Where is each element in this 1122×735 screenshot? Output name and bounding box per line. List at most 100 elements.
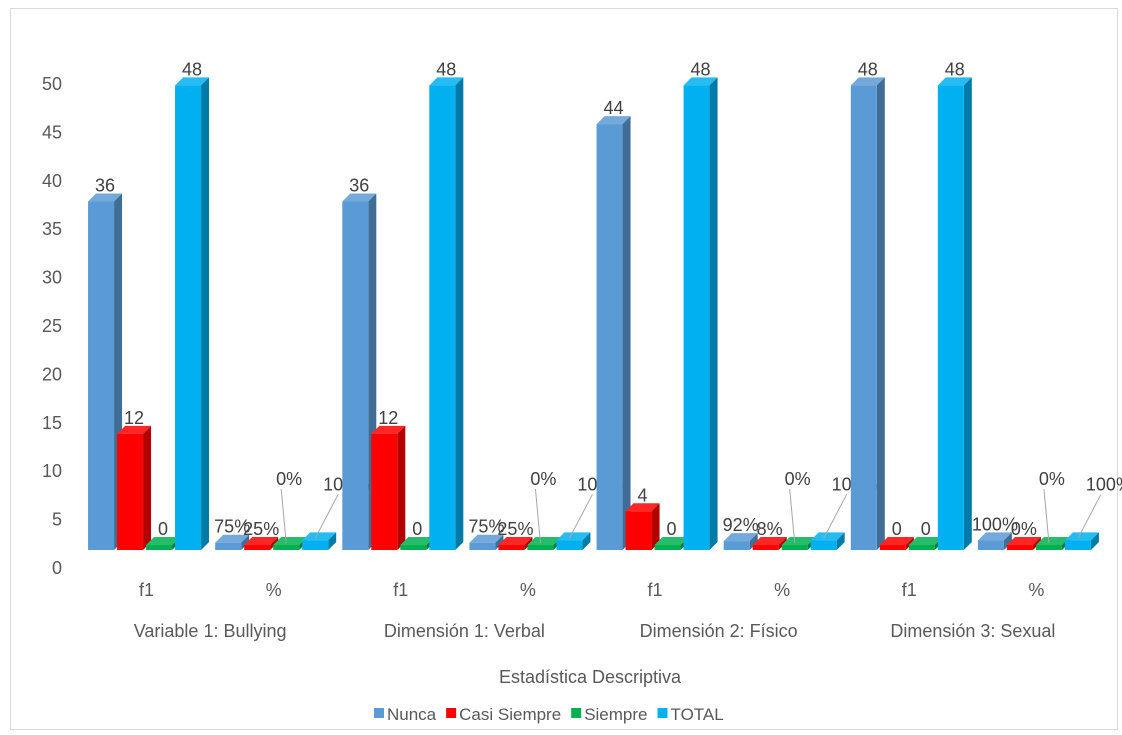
bar-top-face bbox=[908, 537, 943, 545]
data-label: 44 bbox=[604, 98, 624, 118]
y-tick-label: 40 bbox=[42, 171, 62, 191]
bar-top-face bbox=[1006, 537, 1041, 545]
x-axis-title: Estadística Descriptiva bbox=[499, 667, 682, 687]
data-label: 0% bbox=[1011, 519, 1037, 539]
bar-side-face bbox=[328, 532, 337, 550]
bar-top-face bbox=[1064, 532, 1099, 541]
bar bbox=[723, 541, 750, 550]
data-label: 36 bbox=[349, 176, 369, 196]
bar-side-face bbox=[1090, 532, 1099, 550]
legend-item-label: Siempre bbox=[584, 705, 647, 724]
data-label: 100% bbox=[1086, 474, 1122, 494]
bar-top-face bbox=[810, 532, 845, 541]
bar bbox=[937, 85, 964, 551]
bar-top-face bbox=[556, 532, 591, 541]
bar bbox=[498, 545, 525, 550]
bar-top-face bbox=[146, 537, 181, 545]
bar bbox=[371, 433, 398, 550]
data-label: 0 bbox=[667, 519, 677, 539]
bar-top-face bbox=[469, 534, 504, 543]
data-label: 0 bbox=[921, 519, 931, 539]
data-label: 0% bbox=[530, 469, 556, 489]
data-label: 8% bbox=[757, 519, 783, 539]
bar bbox=[908, 545, 935, 550]
legend-swatch bbox=[571, 708, 582, 718]
bar bbox=[683, 85, 710, 551]
bar-top-face bbox=[879, 537, 914, 545]
bar-top-face bbox=[977, 532, 1012, 541]
group-label: Dimensión 3: Sexual bbox=[890, 621, 1055, 641]
bar-top-face bbox=[781, 537, 816, 545]
data-label: 48 bbox=[945, 59, 965, 79]
y-tick-label: 10 bbox=[42, 461, 62, 481]
bar-side-face bbox=[270, 537, 279, 550]
data-label: 75% bbox=[468, 517, 504, 537]
category-label: % bbox=[266, 580, 282, 600]
bar-side-face bbox=[1032, 537, 1041, 550]
leader-line bbox=[789, 488, 796, 544]
bar-top-face bbox=[302, 532, 337, 541]
data-label: 0 bbox=[412, 519, 422, 539]
legend-item-label: Nunca bbox=[387, 705, 437, 724]
data-label: 0% bbox=[1039, 469, 1065, 489]
bar bbox=[1006, 545, 1033, 550]
y-tick-label: 20 bbox=[42, 364, 62, 384]
bar-top-face bbox=[527, 537, 562, 545]
category-label: f1 bbox=[139, 580, 154, 600]
leader-line bbox=[1043, 488, 1050, 544]
bar-top-face bbox=[625, 503, 660, 512]
bar bbox=[810, 540, 837, 550]
group-label: Dimensión 2: Físico bbox=[640, 621, 798, 641]
legend-item-label: Casi Siempre bbox=[459, 705, 561, 724]
bar-top-face bbox=[498, 537, 533, 545]
bar bbox=[556, 540, 583, 550]
bar-side-face bbox=[1003, 532, 1012, 550]
data-label: 48 bbox=[436, 59, 456, 79]
bar-top-face bbox=[723, 533, 758, 542]
data-label: 12 bbox=[124, 408, 144, 428]
bar-side-face bbox=[495, 534, 504, 550]
y-tick-label: 45 bbox=[42, 122, 62, 142]
group-label: Dimensión 1: Verbal bbox=[384, 621, 545, 641]
category-label: f1 bbox=[902, 580, 917, 600]
bar bbox=[596, 124, 623, 550]
bar bbox=[400, 545, 427, 550]
bar bbox=[429, 85, 456, 551]
bar bbox=[625, 511, 652, 550]
data-label: 0 bbox=[158, 519, 168, 539]
y-tick-label: 30 bbox=[42, 268, 62, 288]
bar-top-face bbox=[117, 425, 152, 434]
bar-side-face bbox=[963, 77, 972, 551]
bar-side-face bbox=[836, 532, 845, 550]
legend-swatch bbox=[446, 708, 457, 718]
leader-line bbox=[314, 494, 339, 539]
bar-top-face bbox=[342, 193, 377, 202]
group-label: Variable 1: Bullying bbox=[134, 621, 287, 641]
leader-line bbox=[534, 488, 541, 544]
y-tick-label: 0 bbox=[52, 558, 62, 578]
bar-top-face bbox=[400, 537, 435, 545]
data-label: 75% bbox=[214, 517, 250, 537]
bar-top-face bbox=[850, 77, 885, 86]
data-label: 25% bbox=[497, 519, 533, 539]
category-label: f1 bbox=[393, 580, 408, 600]
data-label: 48 bbox=[182, 59, 202, 79]
bar-top-face bbox=[654, 537, 689, 545]
bar bbox=[654, 545, 681, 550]
category-label: % bbox=[774, 580, 790, 600]
bar bbox=[527, 545, 554, 550]
bar-side-face bbox=[905, 537, 914, 550]
bar-top-face bbox=[429, 77, 464, 86]
bar bbox=[469, 542, 496, 550]
leader-line bbox=[1077, 494, 1102, 539]
bar-side-face bbox=[201, 77, 210, 551]
bar bbox=[752, 545, 779, 550]
data-label: 48 bbox=[691, 59, 711, 79]
legend-item-label: TOTAL bbox=[671, 705, 724, 724]
bar-side-face bbox=[651, 503, 660, 550]
bar-side-face bbox=[622, 116, 631, 550]
data-label: 48 bbox=[858, 59, 878, 79]
bar-top-face bbox=[175, 77, 210, 86]
leader-line bbox=[280, 488, 287, 544]
